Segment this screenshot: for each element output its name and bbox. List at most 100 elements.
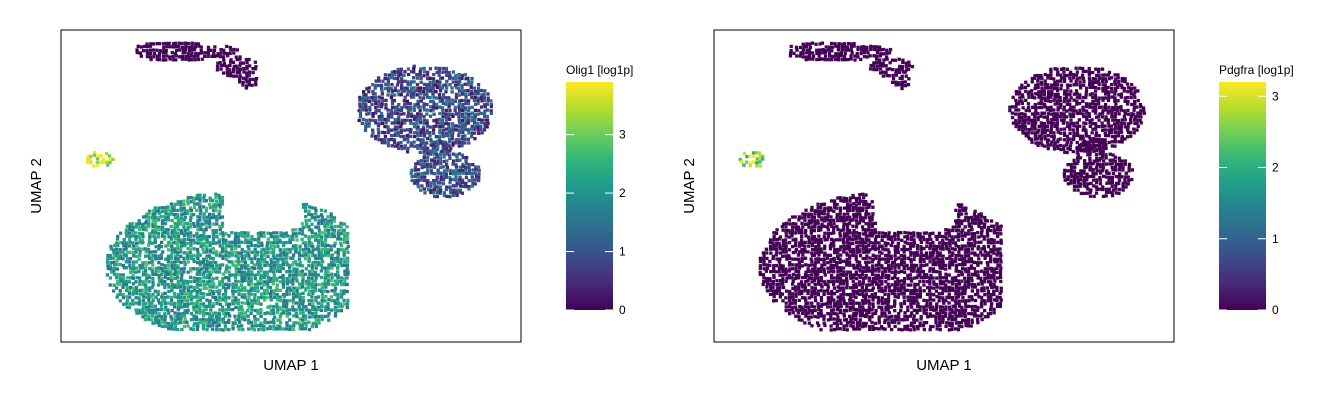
data-point bbox=[128, 241, 131, 244]
data-point bbox=[215, 254, 218, 257]
data-point bbox=[858, 221, 861, 224]
data-point bbox=[154, 216, 157, 219]
data-point bbox=[138, 300, 141, 303]
data-point bbox=[473, 137, 476, 140]
data-point bbox=[431, 92, 434, 95]
data-point bbox=[239, 61, 242, 64]
data-point bbox=[435, 67, 438, 70]
data-point bbox=[775, 247, 778, 250]
data-point bbox=[871, 225, 874, 228]
data-point bbox=[294, 228, 297, 231]
data-point bbox=[901, 61, 904, 64]
data-point bbox=[1027, 106, 1030, 109]
data-point bbox=[1083, 159, 1086, 162]
data-point bbox=[276, 270, 279, 273]
data-point bbox=[422, 138, 425, 141]
data-point bbox=[1088, 83, 1091, 86]
data-point bbox=[298, 245, 301, 248]
data-point bbox=[330, 276, 333, 279]
data-point bbox=[473, 87, 476, 90]
data-point bbox=[282, 244, 285, 247]
data-point bbox=[1114, 131, 1117, 134]
data-point bbox=[423, 165, 426, 168]
data-point bbox=[1059, 96, 1062, 99]
data-point bbox=[248, 71, 251, 74]
data-point bbox=[154, 250, 157, 253]
data-point bbox=[916, 244, 919, 247]
data-point bbox=[901, 77, 904, 80]
data-point bbox=[128, 296, 131, 299]
data-point bbox=[250, 244, 253, 247]
data-point bbox=[884, 244, 887, 247]
data-point bbox=[288, 266, 291, 269]
data-point bbox=[339, 261, 342, 264]
data-point bbox=[211, 296, 214, 299]
data-point bbox=[973, 235, 976, 238]
data-point bbox=[106, 261, 109, 264]
data-point bbox=[295, 270, 298, 273]
data-point bbox=[929, 238, 932, 241]
data-point bbox=[893, 238, 896, 241]
data-point bbox=[205, 250, 208, 253]
data-point bbox=[463, 134, 466, 137]
data-point bbox=[260, 244, 263, 247]
data-point bbox=[190, 196, 193, 199]
data-point bbox=[343, 260, 346, 263]
data-point bbox=[250, 238, 253, 241]
data-point bbox=[866, 55, 869, 58]
data-point bbox=[121, 250, 124, 253]
data-point bbox=[333, 308, 336, 311]
data-point bbox=[224, 289, 227, 292]
data-point bbox=[231, 283, 234, 286]
data-point bbox=[416, 179, 419, 182]
data-point bbox=[358, 102, 361, 105]
data-point bbox=[1107, 86, 1110, 89]
data-point bbox=[186, 222, 189, 225]
data-point bbox=[445, 195, 448, 198]
data-point bbox=[126, 286, 129, 289]
data-point bbox=[186, 305, 189, 308]
data-point bbox=[445, 74, 448, 77]
data-point bbox=[846, 212, 849, 215]
data-point bbox=[394, 118, 397, 121]
data-point bbox=[970, 237, 973, 240]
data-point bbox=[448, 77, 451, 80]
data-point bbox=[1037, 86, 1040, 89]
data-point bbox=[308, 238, 311, 241]
data-point bbox=[870, 218, 873, 221]
data-point bbox=[827, 228, 830, 231]
data-point bbox=[1094, 77, 1097, 80]
data-point bbox=[340, 305, 343, 308]
data-point bbox=[1110, 131, 1113, 134]
data-point bbox=[362, 90, 365, 93]
data-point bbox=[126, 276, 129, 279]
data-point bbox=[163, 266, 166, 269]
data-point bbox=[807, 215, 810, 218]
data-point bbox=[321, 296, 324, 299]
data-point bbox=[1069, 138, 1072, 141]
data-point bbox=[1059, 132, 1062, 135]
data-point bbox=[1133, 87, 1136, 90]
data-point bbox=[125, 260, 128, 263]
data-point bbox=[861, 238, 864, 241]
data-point bbox=[189, 231, 192, 234]
data-point bbox=[425, 103, 428, 106]
data-point bbox=[333, 216, 336, 219]
data-point bbox=[227, 270, 230, 273]
data-point bbox=[153, 235, 156, 238]
data-point bbox=[869, 45, 872, 48]
data-point bbox=[333, 244, 336, 247]
data-point bbox=[154, 206, 157, 209]
data-point bbox=[165, 45, 168, 48]
data-point bbox=[342, 299, 345, 302]
data-point bbox=[455, 138, 458, 141]
data-point bbox=[1070, 166, 1073, 169]
data-point bbox=[317, 215, 320, 218]
data-point bbox=[912, 238, 915, 241]
data-point bbox=[158, 42, 161, 45]
data-point bbox=[1085, 131, 1088, 134]
data-point bbox=[367, 125, 370, 128]
data-point bbox=[1133, 96, 1136, 99]
data-point bbox=[442, 165, 445, 168]
data-point bbox=[860, 52, 863, 55]
